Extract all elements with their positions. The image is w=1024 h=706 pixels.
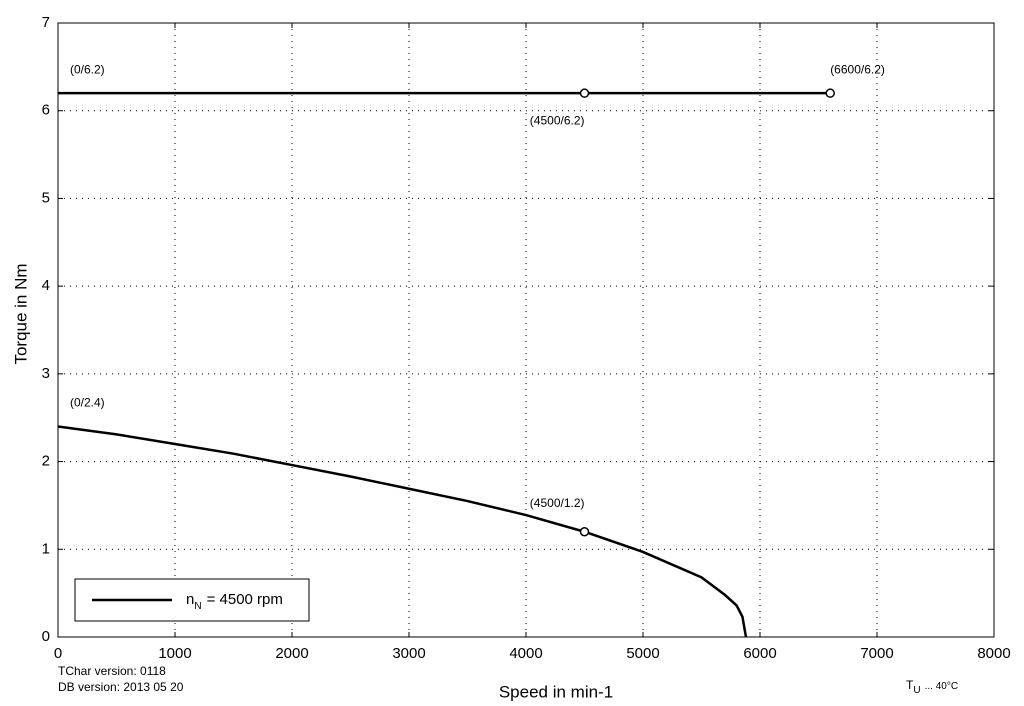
x-tick-label: 3000: [392, 645, 425, 662]
footer-text: TChar version: 0118: [58, 664, 166, 678]
point-annotation: (0/6.2): [70, 62, 105, 76]
plot-frame: [57, 22, 995, 638]
y-axis-label: Torque in Nm: [11, 263, 30, 364]
point-annotation: (6600/6.2): [830, 62, 885, 76]
point-annotation: (4500/6.2): [530, 113, 585, 127]
y-tick-label: 2: [42, 453, 50, 470]
y-tick-label: 3: [42, 365, 50, 382]
y-tick-label: 1: [42, 540, 50, 557]
series-line: [57, 425, 748, 638]
x-tick-label: 8000: [977, 645, 1010, 662]
y-tick-label: 7: [42, 14, 50, 31]
legend-symbol: n: [186, 591, 194, 608]
legend-subscript: N: [194, 601, 201, 612]
temperature-subscript: U: [913, 685, 920, 696]
x-tick-label: 7000: [860, 645, 893, 662]
y-tick-label: 4: [42, 277, 50, 294]
legend: nN = 4500 rpm: [74, 578, 310, 622]
x-tick-label: 6000: [743, 645, 776, 662]
x-tick-label: 2000: [275, 645, 308, 662]
point-annotation: (4500/1.2): [530, 496, 585, 510]
y-tick-label: 6: [42, 102, 50, 119]
temperature-note: TU ... 40°C: [906, 678, 958, 695]
y-tick-label: 0: [42, 628, 50, 645]
point-marker: [579, 88, 590, 98]
x-axis-label: Speed in min-1: [499, 682, 613, 701]
y-tick-label: 5: [42, 189, 50, 206]
point-annotation: (0/2.4): [70, 396, 105, 410]
point-marker: [579, 526, 590, 537]
footer-text: DB version: 2013 05 20: [58, 680, 184, 694]
legend-label: nN = 4500 rpm: [186, 591, 283, 612]
x-tick-label: 1000: [158, 645, 191, 662]
legend-text: = 4500 rpm: [207, 591, 283, 608]
temperature-symbol: T: [906, 678, 914, 692]
point-marker: [825, 88, 835, 98]
x-tick-label: 4000: [509, 645, 542, 662]
temperature-text: ... 40°C: [925, 681, 958, 692]
x-tick-label: 0: [54, 645, 62, 662]
x-tick-label: 5000: [626, 645, 659, 662]
